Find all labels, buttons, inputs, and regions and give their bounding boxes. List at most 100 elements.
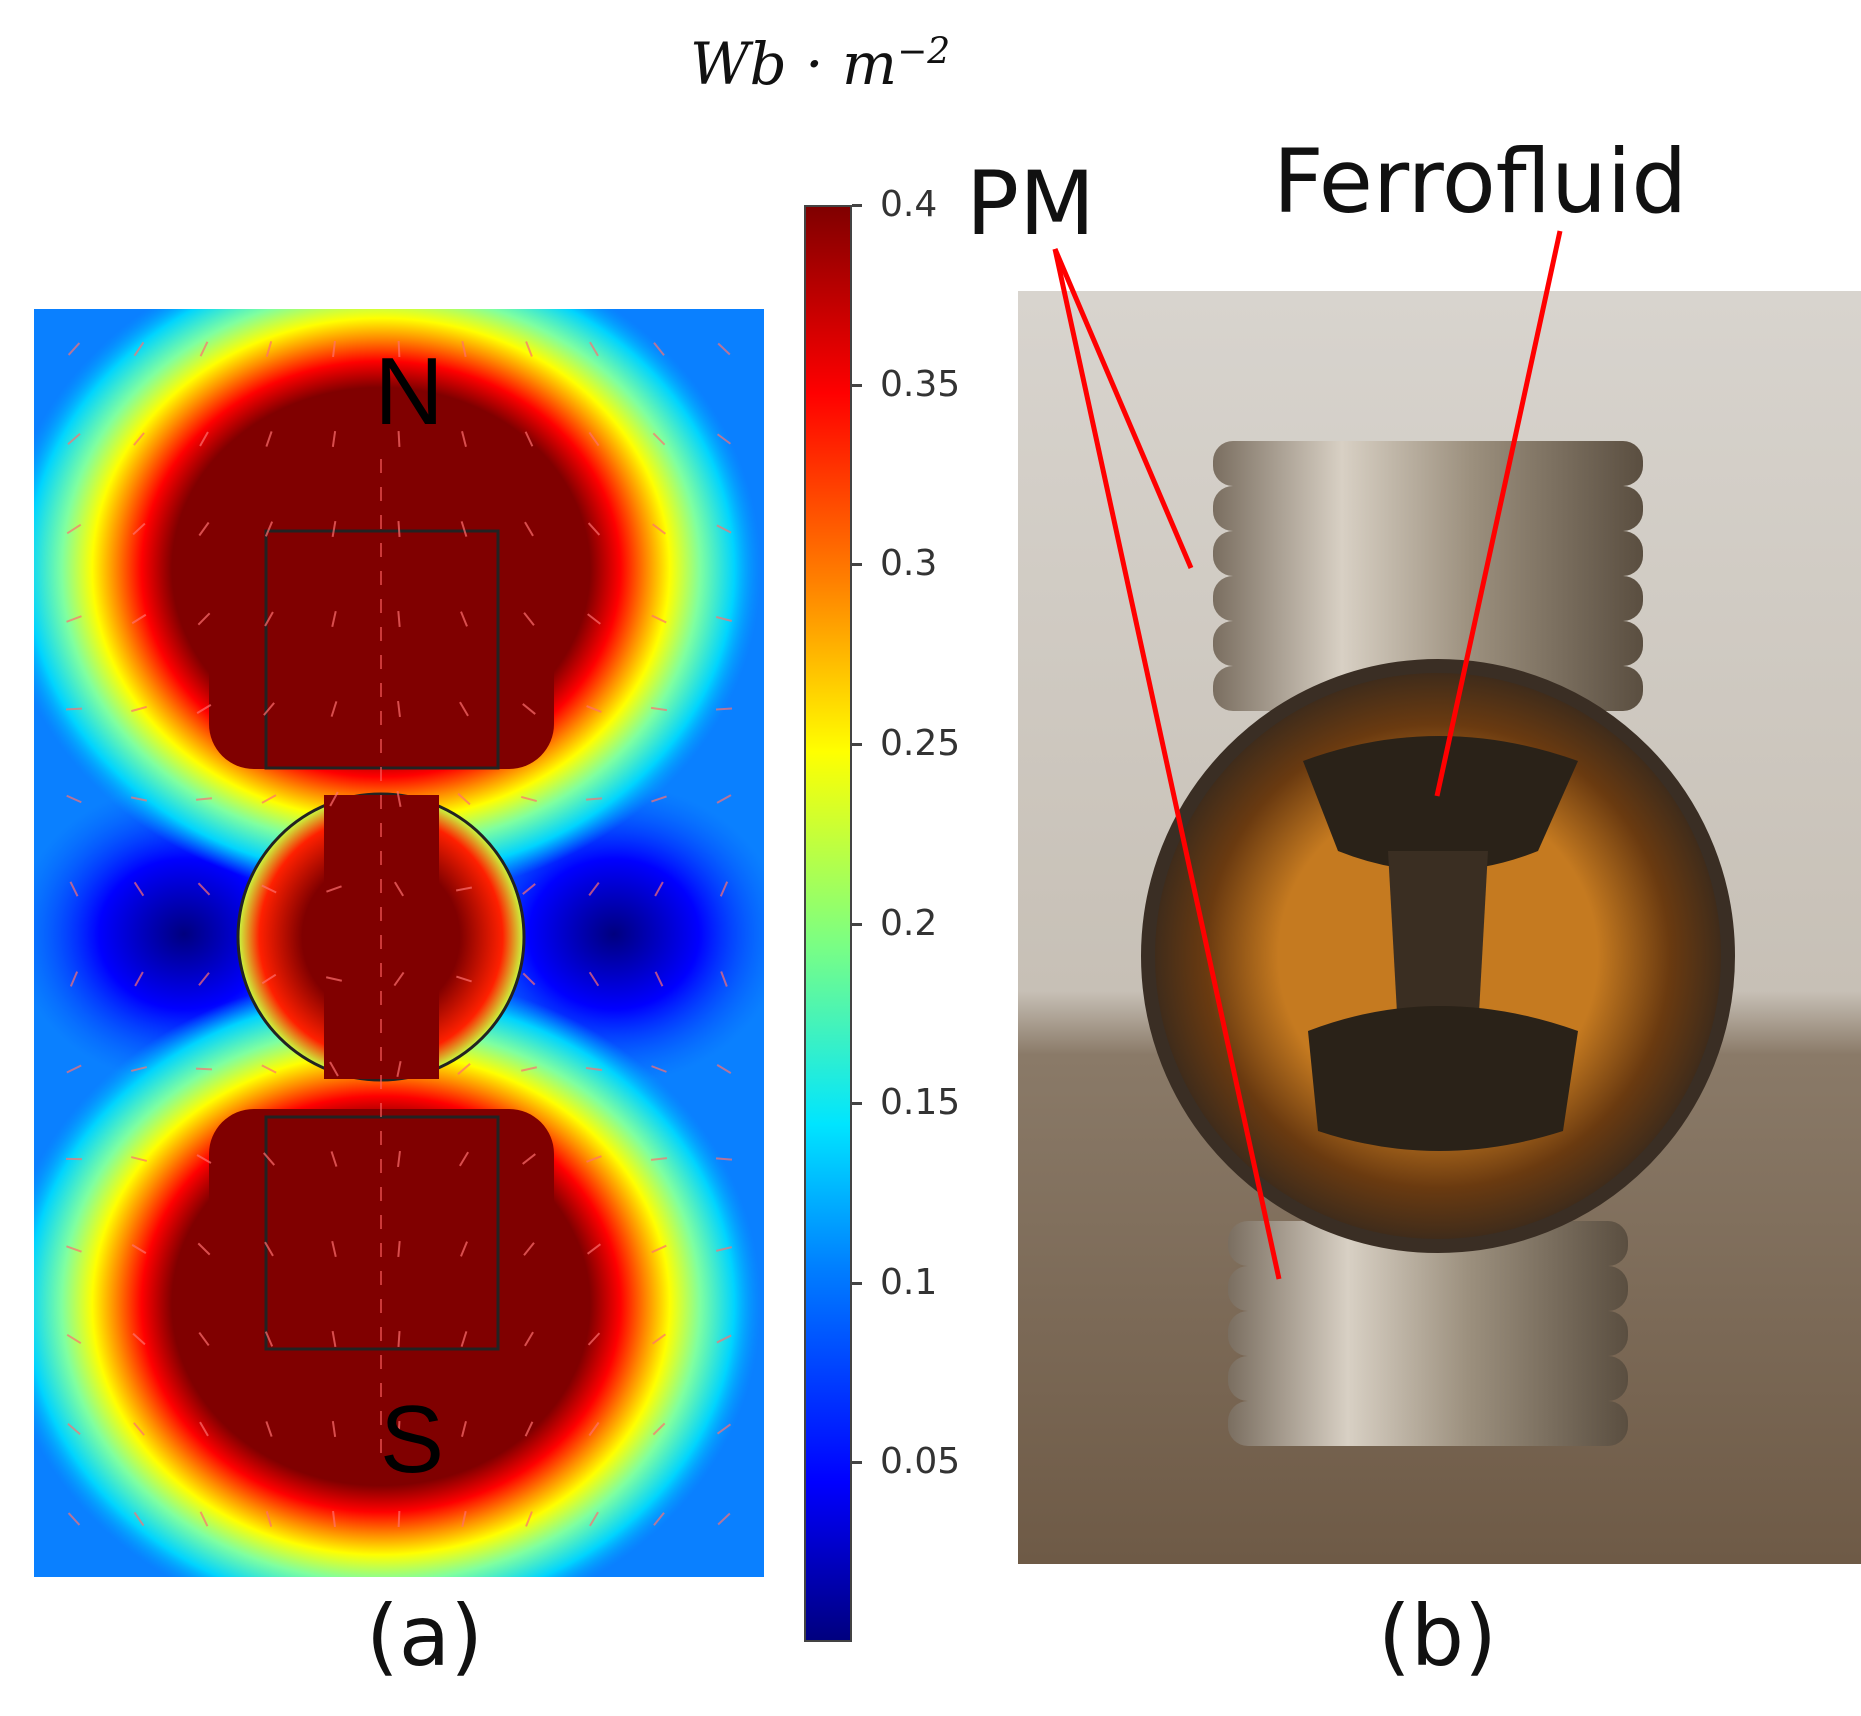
field-arrow (522, 972, 536, 986)
field-arrow (586, 705, 602, 713)
field-arrow (265, 431, 273, 447)
field-arrow (525, 341, 533, 357)
field-arrow (198, 1331, 210, 1347)
field-arrow (263, 1152, 275, 1166)
field-arrow (331, 520, 337, 538)
field-arrow (66, 523, 82, 535)
field-arrow (67, 1512, 81, 1526)
field-arrow (66, 615, 82, 623)
field-arrow (195, 1067, 213, 1071)
field-arrow (522, 1153, 536, 1165)
field-arrow (393, 971, 405, 987)
field-arrow (197, 882, 211, 896)
field-arrow (326, 885, 342, 893)
field-arrow (394, 881, 404, 897)
field-arrow (67, 1423, 81, 1435)
field-arrow (460, 611, 468, 627)
field-arrow (131, 613, 147, 625)
field-arrow (196, 704, 212, 714)
field-arrow (589, 1511, 599, 1527)
field-arrow (716, 524, 732, 534)
magnet-stack-bottom (1228, 1221, 1628, 1446)
field-arrow (325, 976, 343, 982)
field-arrow (261, 884, 277, 894)
field-arrow (265, 341, 273, 357)
field-arrow (199, 1511, 209, 1527)
field-arrow (461, 1421, 467, 1437)
colorbar-tick-mark (852, 1461, 862, 1465)
field-arrow (715, 1157, 733, 1161)
field-arrow (651, 795, 667, 803)
field-arrow (396, 790, 402, 808)
field-arrow (131, 1244, 147, 1254)
colorbar-tick-label: 0.25 (880, 722, 961, 764)
field-arrow (261, 794, 277, 804)
field-arrow (456, 975, 472, 983)
colorbar-tick-mark (852, 922, 862, 926)
field-arrow (261, 973, 277, 985)
colorbar-tick-label: 0.2 (880, 902, 938, 944)
field-arrow (66, 794, 82, 804)
field-arrow (198, 521, 210, 537)
field-arrow (397, 1240, 401, 1258)
field-arrow (133, 341, 145, 357)
field-arrow (65, 707, 83, 711)
field-arrow (715, 707, 733, 711)
field-arrow (67, 432, 81, 446)
field-arrow (460, 521, 468, 537)
field-arrow (461, 1510, 467, 1528)
field-arrow (331, 1330, 337, 1348)
field-arrow (329, 791, 339, 807)
colorbar-tick-mark (852, 383, 862, 387)
field-arrow (720, 971, 728, 987)
field-arrow (587, 1332, 601, 1346)
field-arrow (717, 1512, 731, 1526)
field-arrow (588, 431, 600, 447)
field-arrow (652, 523, 666, 535)
field-arrow (651, 1244, 667, 1254)
field-arrow (525, 1511, 533, 1527)
field-arrow (133, 881, 145, 897)
field-arrows (65, 340, 733, 1528)
field-arrow (199, 431, 209, 447)
field-arrow (524, 1331, 534, 1347)
field-arrow (457, 1063, 471, 1075)
field-arrow (66, 1333, 82, 1345)
field-arrow (459, 701, 469, 717)
field-arrow (397, 520, 401, 538)
field-arrow (66, 1064, 82, 1074)
field-arrow (134, 971, 144, 987)
field-arrow (397, 340, 401, 358)
field-arrow (196, 1154, 212, 1164)
field-arrow (653, 342, 665, 356)
field-arrow (716, 1334, 732, 1344)
field-arrow (332, 340, 336, 358)
field-arrow (520, 1066, 538, 1072)
colorbar-tick-mark (852, 1102, 862, 1106)
field-arrow (650, 1157, 668, 1161)
field-arrow (195, 797, 213, 801)
field-simulation-plot: N S (34, 309, 764, 1577)
colorbar-tick-label: 0.3 (880, 543, 938, 585)
field-arrow (198, 972, 210, 986)
field-arrow (651, 1065, 667, 1073)
field-arrow (332, 1510, 336, 1528)
field-arrow (396, 1060, 402, 1078)
field-arrow (459, 1151, 469, 1167)
colorbar-tick-label: 0.1 (880, 1261, 938, 1303)
field-arrow (331, 1240, 337, 1258)
field-arrow (651, 614, 667, 624)
unit-base: Wb · m (690, 30, 898, 98)
field-arrow (587, 522, 601, 536)
field-arrow (588, 882, 600, 896)
field-arrow (397, 1420, 401, 1438)
colorbar-tick-mark (852, 742, 862, 746)
field-arrow (264, 1241, 274, 1257)
field-arrow (651, 1333, 667, 1345)
field-arrow (133, 1511, 145, 1527)
field-arrow (331, 1420, 337, 1438)
colorbar-unit-label: Wb · m−2 (690, 30, 950, 98)
field-arrow (461, 340, 467, 358)
field-arrow (265, 1511, 273, 1527)
field-arrow (588, 1421, 600, 1437)
